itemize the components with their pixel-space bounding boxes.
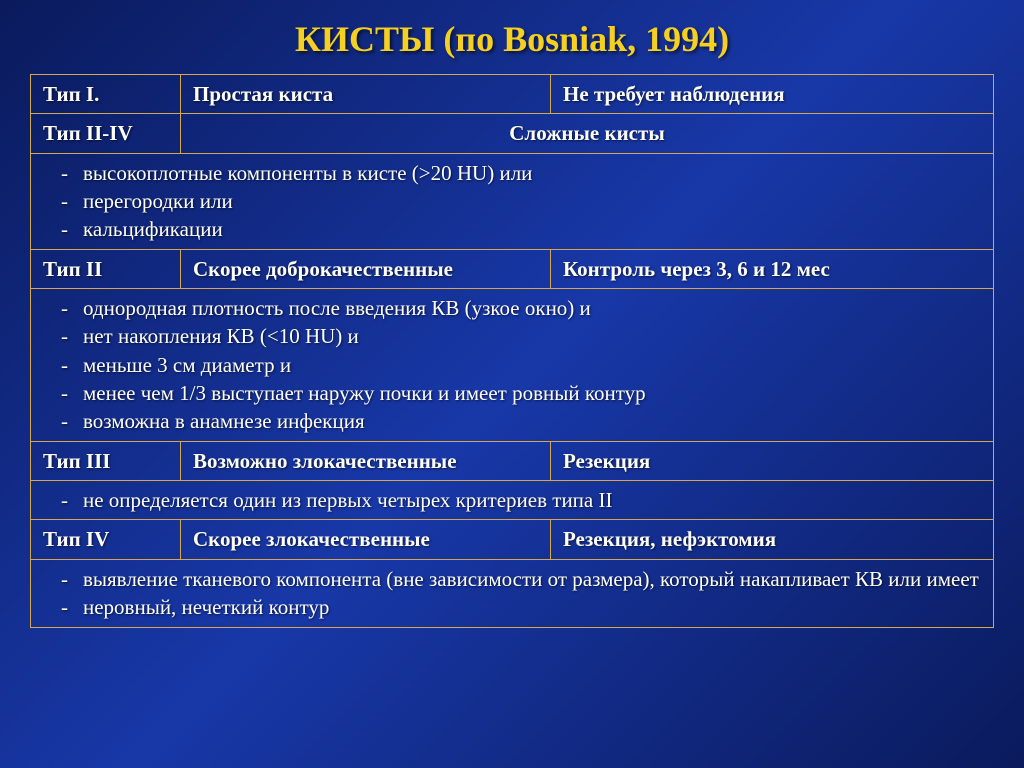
classification-table: Тип I. Простая киста Не требует наблюден… — [30, 74, 994, 628]
criteria-line: -нет накопления КВ (<10 HU) и — [61, 322, 981, 350]
criteria-line: -однородная плотность после введения КВ … — [61, 294, 981, 322]
criteria-line: -перегородки или — [61, 187, 981, 215]
type-cell: Тип II — [31, 249, 181, 288]
action-cell: Резекция — [551, 441, 994, 480]
desc-cell: Скорее злокачественные — [181, 520, 551, 559]
action-cell: Резекция, нефэктомия — [551, 520, 994, 559]
type-cell: Тип II-IV — [31, 114, 181, 153]
criteria-cell: -выявление тканевого компонента (вне зав… — [31, 559, 994, 627]
criteria-line: -кальцификации — [61, 215, 981, 243]
criteria-row: -однородная плотность после введения КВ … — [31, 289, 994, 442]
criteria-line: -неровный, нечеткий контур — [61, 593, 981, 621]
criteria-line: -возможна в анамнезе инфекция — [61, 407, 981, 435]
table-row: Тип III Возможно злокачественные Резекци… — [31, 441, 994, 480]
criteria-cell: -однородная плотность после введения КВ … — [31, 289, 994, 442]
criteria-line: -не определяется один из первых четырех … — [61, 486, 981, 514]
table-row: Тип II Скорее доброкачественные Контроль… — [31, 249, 994, 288]
criteria-cell: -высокоплотные компоненты в кисте (>20 H… — [31, 153, 994, 249]
type-cell: Тип IV — [31, 520, 181, 559]
desc-cell: Простая киста — [181, 75, 551, 114]
criteria-line: -высокоплотные компоненты в кисте (>20 H… — [61, 159, 981, 187]
criteria-line: -выявление тканевого компонента (вне зав… — [61, 565, 981, 593]
criteria-row: -высокоплотные компоненты в кисте (>20 H… — [31, 153, 994, 249]
table-row: Тип I. Простая киста Не требует наблюден… — [31, 75, 994, 114]
criteria-row: -не определяется один из первых четырех … — [31, 481, 994, 520]
slide-title: КИСТЫ (по Bosniak, 1994) — [30, 18, 994, 60]
table-row: Тип IV Скорее злокачественные Резекция, … — [31, 520, 994, 559]
desc-cell: Сложные кисты — [181, 114, 994, 153]
desc-cell: Скорее доброкачественные — [181, 249, 551, 288]
criteria-line: -меньше 3 см диаметр и — [61, 351, 981, 379]
action-cell: Не требует наблюдения — [551, 75, 994, 114]
type-cell: Тип III — [31, 441, 181, 480]
table-row: Тип II-IV Сложные кисты — [31, 114, 994, 153]
action-cell: Контроль через 3, 6 и 12 мес — [551, 249, 994, 288]
criteria-cell: -не определяется один из первых четырех … — [31, 481, 994, 520]
type-cell: Тип I. — [31, 75, 181, 114]
desc-cell: Возможно злокачественные — [181, 441, 551, 480]
criteria-line: -менее чем 1/3 выступает наружу почки и … — [61, 379, 981, 407]
criteria-row: -выявление тканевого компонента (вне зав… — [31, 559, 994, 627]
